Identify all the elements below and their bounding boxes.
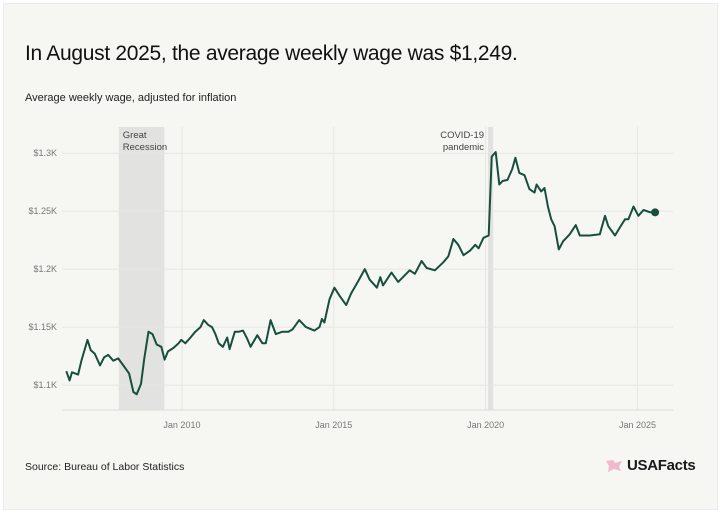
- annotation-label: Great: [123, 130, 147, 141]
- annotation-label: COVID-19: [440, 130, 484, 141]
- annotation-label: Recession: [123, 142, 167, 153]
- x-tick-label: Jan 2025: [619, 420, 656, 430]
- x-tick-label: Jan 2015: [315, 420, 352, 430]
- y-tick-label: $1.3K: [33, 148, 57, 158]
- flag-icon: [606, 459, 622, 472]
- annotation-label: pandemic: [443, 142, 484, 153]
- chart-subtitle: Average weekly wage, adjusted for inflat…: [25, 92, 237, 104]
- logo-text: USAFacts: [627, 457, 696, 474]
- y-tick-label: $1.2K: [33, 264, 57, 274]
- annotation-band: [118, 127, 165, 410]
- x-tick-label: Jan 2010: [163, 420, 200, 430]
- usafacts-logo: USAFacts: [605, 457, 696, 474]
- last-data-point: [651, 208, 660, 217]
- y-tick-label: $1.15K: [28, 322, 57, 332]
- source-note: Source: Bureau of Labor Statistics: [25, 461, 185, 473]
- y-tick-label: $1.1K: [33, 380, 57, 390]
- annotation-band: [488, 127, 494, 410]
- y-tick-label: $1.25K: [28, 206, 57, 216]
- chart-title: In August 2025, the average weekly wage …: [25, 42, 518, 65]
- x-tick-label: Jan 2020: [467, 420, 504, 430]
- wage-series-line: [65, 151, 656, 396]
